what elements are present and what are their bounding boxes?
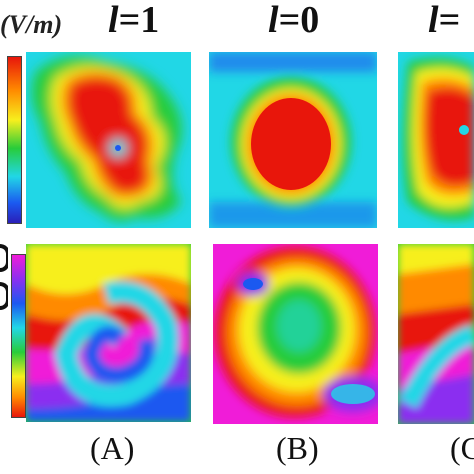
- cropped-tick-mark-middle: [0, 282, 8, 310]
- phase-map-l1: [26, 244, 191, 422]
- panel-label-b: (B): [276, 430, 319, 466]
- unit-label: (V/m): [0, 10, 63, 39]
- panel-label-c-partial: (C: [450, 430, 474, 466]
- column-header-l1: l=1: [108, 0, 160, 41]
- amplitude-map-l0: [209, 52, 377, 228]
- column-header-l-partial: l=: [428, 0, 461, 41]
- phase-map-l0: [213, 244, 378, 424]
- panel-label-a: (A): [90, 430, 135, 466]
- amplitude-colorbar: [7, 56, 22, 224]
- phase-colorbar: [11, 254, 26, 418]
- phase-map-l-partial: [398, 244, 474, 424]
- amplitude-map-l1: [26, 52, 191, 228]
- column-header-l0: l=0: [268, 0, 320, 41]
- amplitude-map-l-partial: [398, 52, 474, 228]
- cropped-tick-mark-top: [0, 244, 8, 272]
